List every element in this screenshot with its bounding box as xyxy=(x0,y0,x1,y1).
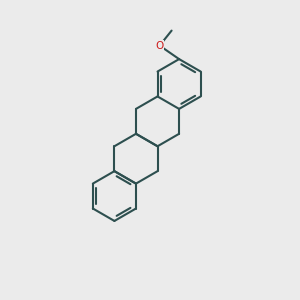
Text: O: O xyxy=(155,40,164,51)
